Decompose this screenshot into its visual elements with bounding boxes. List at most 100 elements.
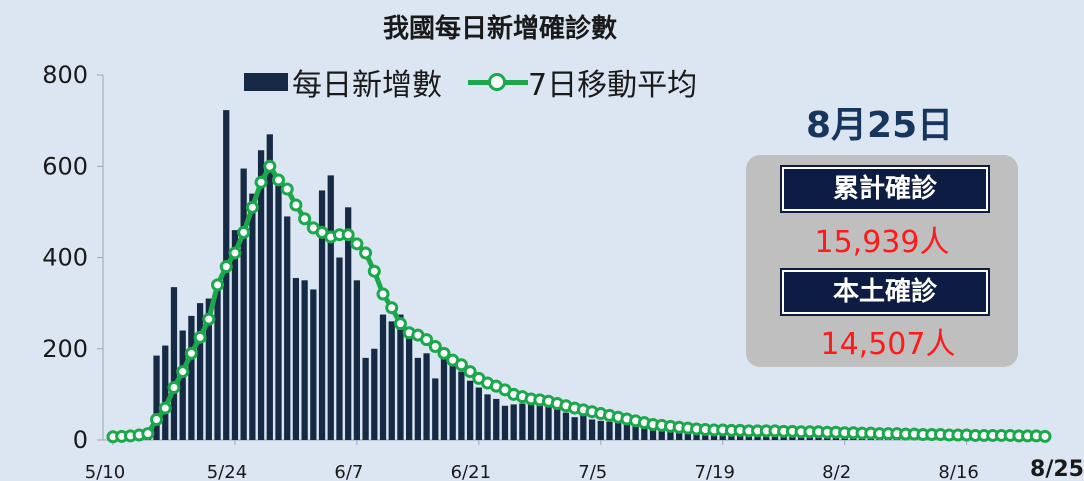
- moving-average-point: [437, 346, 451, 360]
- moving-average-point: [176, 365, 190, 379]
- moving-average-point: [428, 339, 442, 353]
- legend-bar-label: 每日新增數: [292, 68, 442, 103]
- moving-average-point: [420, 333, 434, 347]
- moving-average-point: [385, 301, 399, 315]
- x-tick-label: 5/24: [207, 462, 247, 481]
- moving-average-point: [359, 246, 373, 260]
- daily-case-bar: [214, 284, 221, 440]
- moving-average-point: [271, 173, 285, 187]
- x-tick-label: 7/19: [695, 462, 735, 481]
- daily-case-bar: [466, 380, 474, 440]
- daily-case-bar: [257, 150, 265, 440]
- daily-case-bar: [545, 405, 552, 440]
- legend-line-label: 7日移動平均: [528, 68, 698, 103]
- chart-title: 我國每日新增確診數: [382, 14, 617, 44]
- daily-case-bar: [432, 378, 439, 440]
- moving-average-point: [211, 278, 225, 292]
- daily-case-bar: [205, 298, 212, 440]
- y-tick-label: 600: [42, 152, 88, 180]
- x-tick-label: 6/7: [334, 462, 363, 481]
- moving-average-point: [280, 182, 294, 196]
- daily-case-bar: [240, 168, 247, 440]
- cumulative-value: 15,939人: [814, 225, 950, 260]
- daily-case-bar: [527, 398, 535, 440]
- local-value: 14,507人: [820, 327, 956, 362]
- summary-panel: 累計確診 15,939人 本土確診 14,507人: [746, 155, 1018, 367]
- daily-case-bar: [414, 357, 421, 440]
- daily-case-bar: [327, 175, 334, 440]
- y-tick-label: 0: [73, 426, 88, 454]
- moving-average-point: [237, 225, 251, 239]
- moving-average-point: [228, 246, 242, 260]
- moving-average-point: [167, 381, 181, 395]
- daily-case-bar: [580, 414, 587, 440]
- daily-case-bar: [310, 289, 317, 440]
- daily-case-bar: [606, 421, 613, 440]
- moving-average-point: [193, 330, 207, 344]
- local-label: 本土確診: [782, 270, 988, 314]
- x-tick-label: 6/21: [451, 462, 491, 481]
- moving-average-point: [245, 200, 259, 214]
- y-tick-label: 200: [42, 335, 88, 363]
- daily-case-bar: [170, 287, 178, 440]
- daily-case-bar: [658, 424, 665, 440]
- daily-case-bar: [510, 404, 517, 440]
- daily-case-bar: [301, 280, 308, 440]
- x-tick-label: 7/5: [578, 462, 607, 481]
- moving-average-point: [376, 287, 390, 301]
- x-tick-label: 8/2: [822, 462, 851, 481]
- daily-case-bar: [162, 345, 169, 440]
- bar-series: [118, 110, 1049, 440]
- moving-average-point: [350, 237, 364, 251]
- moving-average-point: [184, 346, 198, 360]
- daily-case-bar: [519, 403, 526, 440]
- daily-case-bar: [362, 357, 369, 440]
- daily-case-bar: [501, 405, 509, 440]
- daily-case-bar: [196, 303, 204, 440]
- moving-average-point: [367, 264, 381, 278]
- y-tick-label: 400: [42, 244, 88, 272]
- moving-average-point: [202, 312, 216, 326]
- report-date: 8月25日: [806, 105, 954, 146]
- daily-case-bar: [449, 360, 456, 440]
- daily-case-bar: [440, 357, 448, 440]
- daily-case-bar: [667, 426, 674, 440]
- daily-case-bar: [284, 216, 291, 440]
- daily-case-bar: [179, 330, 186, 440]
- daily-case-bar: [475, 387, 482, 440]
- daily-case-bar: [345, 207, 352, 440]
- moving-average-point: [298, 212, 312, 226]
- daily-case-bar: [275, 175, 282, 440]
- daily-case-bar: [336, 257, 343, 440]
- daily-case-bar: [223, 110, 230, 440]
- moving-average-point: [393, 317, 407, 331]
- daily-case-bar: [249, 193, 256, 440]
- moving-average-point: [454, 358, 468, 372]
- daily-case-bar: [649, 426, 657, 440]
- daily-case-bar: [676, 428, 683, 440]
- moving-average-point: [263, 159, 277, 173]
- daily-case-bar: [484, 394, 491, 440]
- moving-average-point: [158, 401, 172, 415]
- daily-case-bar: [292, 278, 300, 440]
- moving-average-point: [150, 412, 164, 426]
- moving-average-point: [463, 365, 477, 379]
- daily-case-bar: [458, 371, 465, 440]
- daily-case-bar: [423, 353, 430, 440]
- moving-average-point: [141, 427, 155, 441]
- daily-case-bar: [379, 314, 387, 440]
- daily-case-bar: [588, 419, 596, 440]
- daily-case-bar: [353, 280, 361, 440]
- daily-case-bar: [231, 230, 239, 440]
- moving-average-point: [1038, 429, 1052, 443]
- moving-average-point: [254, 175, 268, 189]
- moving-average-point: [341, 228, 355, 242]
- daily-case-bar: [153, 355, 160, 440]
- moving-average-point: [289, 198, 303, 212]
- x-tick-label: 8/16: [938, 462, 978, 481]
- daily-case-bar: [371, 348, 378, 440]
- daily-case-bar: [632, 424, 639, 440]
- daily-case-bar: [571, 417, 578, 440]
- daily-case-bar: [188, 315, 195, 440]
